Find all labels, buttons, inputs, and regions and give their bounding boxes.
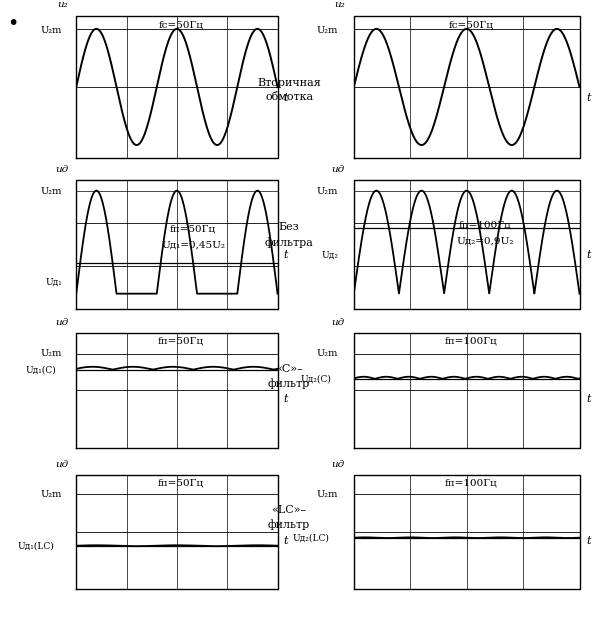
Text: u₂: u₂ — [57, 0, 68, 9]
Text: Uд₁(LC): Uд₁(LC) — [17, 541, 54, 550]
Text: Uд₂(C): Uд₂(C) — [300, 374, 331, 383]
Text: Uд₁=0,45U₂: Uд₁=0,45U₂ — [161, 240, 225, 249]
Text: uд: uд — [331, 165, 345, 174]
Text: fп=50Гц: fп=50Гц — [158, 336, 204, 345]
Text: t: t — [284, 536, 288, 546]
Text: U₂m: U₂m — [317, 187, 338, 196]
Text: Uд₂: Uд₂ — [321, 251, 338, 260]
Text: t: t — [586, 93, 590, 103]
Text: t: t — [586, 394, 590, 404]
Text: fп=50Гц: fп=50Гц — [158, 478, 204, 487]
Text: Uд₂(LC): Uд₂(LC) — [292, 533, 329, 542]
Text: «C»–
фильтр: «C»– фильтр — [268, 364, 310, 390]
Text: Uд₁(C): Uд₁(C) — [26, 365, 56, 374]
Text: uд: uд — [331, 318, 345, 327]
Text: fп=100Гц: fп=100Гц — [445, 478, 498, 487]
Text: U₂m: U₂m — [317, 489, 338, 498]
Text: U₂m: U₂m — [41, 489, 62, 498]
Text: Uд₂=0,9U₂: Uд₂=0,9U₂ — [456, 236, 514, 245]
Text: fп=50Гц: fп=50Гц — [170, 225, 216, 234]
Text: t: t — [586, 536, 590, 546]
Text: t: t — [284, 394, 288, 404]
Text: U₂m: U₂m — [41, 26, 62, 35]
Text: Uд₁: Uд₁ — [45, 278, 62, 287]
Text: u₂: u₂ — [334, 0, 345, 9]
Text: uд: uд — [55, 460, 68, 469]
Text: •: • — [7, 14, 19, 33]
Text: fс=50Гц: fс=50Гц — [159, 21, 203, 30]
Text: fп=100Гц: fп=100Гц — [458, 221, 511, 230]
Text: «LC»–
фильтр: «LC»– фильтр — [268, 504, 310, 530]
Text: U₂m: U₂m — [41, 349, 62, 358]
Text: Без
фильтра: Без фильтра — [265, 222, 314, 248]
Text: t: t — [284, 250, 288, 260]
Text: fп=100Гц: fп=100Гц — [445, 336, 498, 345]
Text: fс=50Гц: fс=50Гц — [449, 21, 493, 30]
Text: U₂m: U₂m — [41, 187, 62, 196]
Text: uд: uд — [331, 460, 345, 469]
Text: t: t — [586, 250, 590, 260]
Text: uд: uд — [55, 165, 68, 174]
Text: U₂m: U₂m — [317, 349, 338, 358]
Text: uд: uд — [55, 318, 68, 327]
Text: U₂m: U₂m — [317, 26, 338, 35]
Text: Вторичная
обмотка: Вторичная обмотка — [257, 78, 321, 102]
Text: t: t — [284, 93, 288, 103]
